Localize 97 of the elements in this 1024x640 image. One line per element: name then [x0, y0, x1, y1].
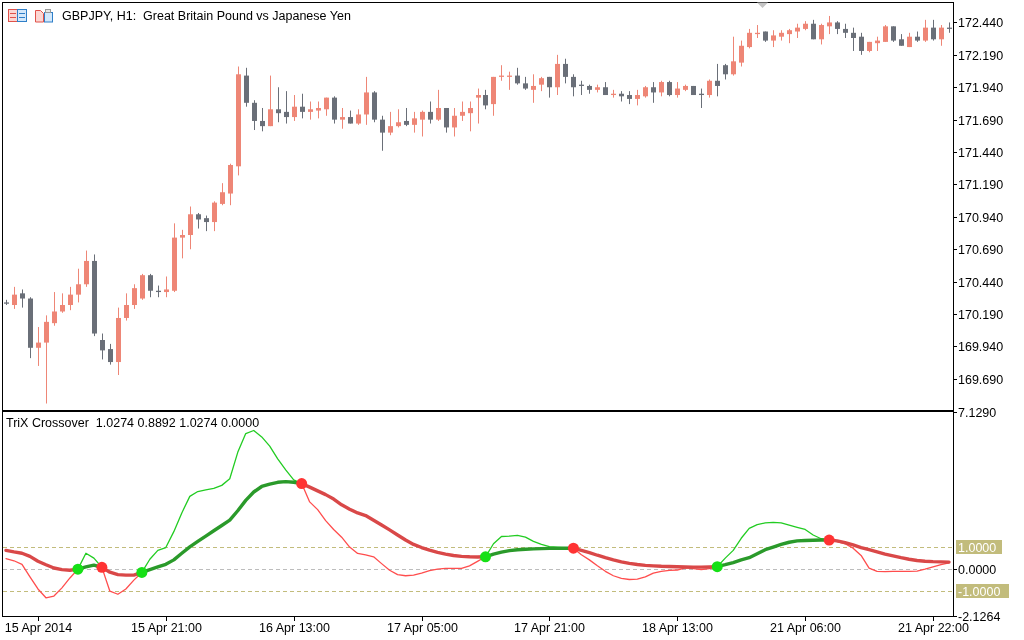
y-tick-label: 169.940 — [958, 339, 1004, 354]
candlestick — [388, 111, 393, 136]
x-tick-label: 17 Apr 05:00 — [387, 621, 458, 635]
y-tick-label: 171.940 — [958, 80, 1004, 95]
y-tick-label: 171.190 — [958, 177, 1004, 192]
candlestick — [715, 63, 720, 97]
chart-title: TriX Crossover 1.0274 0.8892 1.0274 0.0000 — [6, 416, 260, 430]
ref-line-label: -1.0000 — [958, 584, 1001, 599]
candlestick — [268, 75, 273, 127]
candlestick — [20, 288, 25, 309]
candlestick — [923, 19, 928, 43]
candlestick — [220, 182, 225, 206]
candlestick — [651, 81, 656, 104]
y-tick-label: 171.440 — [958, 145, 1004, 160]
x-tick-label: 17 Apr 21:00 — [514, 621, 585, 635]
candlestick — [364, 76, 369, 126]
candlestick — [188, 206, 193, 250]
candlestick — [420, 110, 425, 138]
candlestick — [252, 99, 257, 131]
ref-line-label: 1.0000 — [958, 540, 997, 555]
point — [72, 563, 84, 575]
candlestick — [332, 95, 337, 125]
point — [96, 561, 108, 573]
candlestick — [84, 250, 89, 288]
candlestick — [827, 15, 832, 35]
candlestick — [444, 107, 449, 134]
candlestick — [731, 36, 736, 77]
y-tick-label: 0.0000 — [958, 562, 997, 577]
candlestick — [140, 273, 145, 301]
candlestick — [100, 333, 105, 360]
candlestick — [468, 101, 473, 132]
y-tick-label: 7.1290 — [958, 405, 997, 420]
candlestick — [260, 107, 265, 132]
point — [823, 534, 835, 546]
candlestick — [108, 343, 113, 366]
candlestick — [452, 107, 457, 138]
candlestick — [180, 229, 185, 259]
candlestick — [148, 273, 153, 298]
candlestick — [300, 93, 305, 119]
candlestick — [76, 268, 81, 303]
candlestick — [380, 115, 385, 152]
candlestick — [747, 28, 752, 49]
candlestick — [707, 78, 712, 99]
candlestick — [436, 89, 441, 122]
candlestick — [36, 326, 41, 367]
candlestick — [340, 107, 345, 130]
candlestick — [571, 73, 576, 97]
text: GBPJPY, H1: Great Britain Pound vs Japanese Yen — [62, 9, 351, 23]
candlestick — [851, 27, 856, 52]
candlestick — [212, 200, 217, 232]
candlestick — [164, 275, 169, 298]
y-tick-label: -2.1264 — [958, 609, 1001, 624]
candlestick — [563, 58, 568, 84]
candlestick — [483, 89, 488, 110]
candlestick — [859, 32, 864, 56]
x-tick-label: 15 Apr 21:00 — [131, 621, 202, 635]
candlestick — [396, 108, 401, 128]
candlestick — [931, 19, 936, 42]
y-tick-label: 169.690 — [958, 372, 1004, 387]
point — [136, 566, 148, 578]
x-tick-label: 21 Apr 06:00 — [770, 621, 841, 635]
candlestick — [739, 40, 744, 68]
x-tick-label: 18 Apr 13:00 — [642, 621, 713, 635]
candlestick — [124, 292, 129, 322]
candlestick — [68, 286, 73, 311]
x-tick-label: 15 Apr 2014 — [4, 621, 73, 635]
y-tick-label: 170.440 — [958, 275, 1004, 290]
candlestick — [555, 54, 560, 96]
x-tick-label: 16 Apr 13:00 — [259, 621, 330, 635]
x-tick-label: 21 Apr 22:00 — [898, 621, 969, 635]
candlestick — [52, 291, 57, 327]
candlestick — [60, 292, 65, 314]
candlestick — [428, 101, 433, 125]
candlestick — [531, 73, 536, 104]
point — [711, 561, 723, 573]
y-tick-label: 170.940 — [958, 210, 1004, 225]
y-tick-label: 170.190 — [958, 307, 1004, 322]
point — [296, 478, 308, 490]
candlestick — [292, 94, 297, 122]
candlestick — [404, 107, 409, 127]
candlestick — [276, 86, 281, 123]
y-tick-label: 172.190 — [958, 48, 1004, 63]
point — [567, 542, 579, 554]
candlestick — [284, 90, 289, 125]
candlestick — [412, 111, 417, 134]
y-tick-label: 171.690 — [958, 113, 1004, 128]
candlestick — [476, 88, 481, 125]
y-tick-label: 170.690 — [958, 242, 1004, 257]
candlestick — [939, 24, 944, 47]
candlestick — [308, 101, 313, 121]
candlestick — [819, 23, 824, 45]
point — [479, 551, 491, 563]
candlestick — [132, 283, 137, 310]
candlestick — [460, 101, 465, 122]
candlestick — [12, 286, 17, 310]
y-tick-label: 172.440 — [958, 15, 1004, 30]
candlestick — [44, 314, 49, 405]
